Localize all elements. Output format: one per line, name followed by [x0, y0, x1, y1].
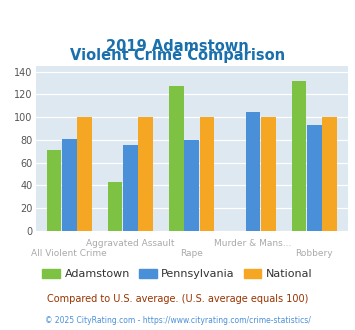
Bar	[77, 117, 92, 231]
Text: Robbery: Robbery	[295, 249, 333, 258]
Bar	[291, 81, 306, 231]
Bar	[138, 117, 153, 231]
Text: Rape: Rape	[180, 249, 203, 258]
Bar	[184, 140, 199, 231]
Bar	[322, 117, 337, 231]
Text: 2019 Adamstown: 2019 Adamstown	[106, 40, 249, 54]
Bar	[108, 182, 122, 231]
Text: Compared to U.S. average. (U.S. average equals 100): Compared to U.S. average. (U.S. average …	[47, 294, 308, 304]
Bar	[261, 117, 275, 231]
Bar	[47, 150, 61, 231]
Bar	[246, 112, 260, 231]
Bar	[200, 117, 214, 231]
Text: All Violent Crime: All Violent Crime	[31, 249, 107, 258]
Bar	[307, 125, 322, 231]
Text: Aggravated Assault: Aggravated Assault	[86, 239, 175, 248]
Legend: Adamstown, Pennsylvania, National: Adamstown, Pennsylvania, National	[38, 265, 317, 284]
Bar	[62, 139, 77, 231]
Bar	[123, 145, 138, 231]
Text: Violent Crime Comparison: Violent Crime Comparison	[70, 48, 285, 63]
Bar	[169, 86, 184, 231]
Text: © 2025 CityRating.com - https://www.cityrating.com/crime-statistics/: © 2025 CityRating.com - https://www.city…	[45, 316, 310, 325]
Text: Murder & Mans...: Murder & Mans...	[214, 239, 292, 248]
